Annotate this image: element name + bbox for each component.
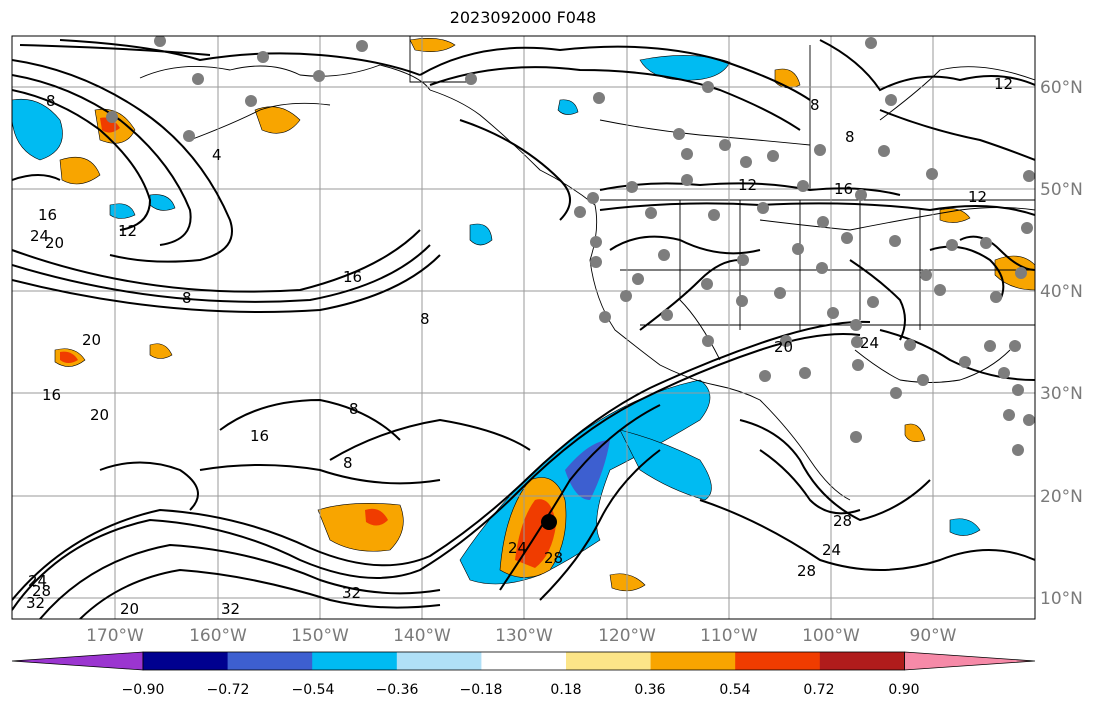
shading-layer	[12, 38, 1035, 592]
colorbar-segment	[312, 652, 398, 670]
lon-label: 110°W	[700, 626, 758, 646]
station-markers	[106, 36, 1035, 456]
lat-label: 60°N	[1040, 78, 1083, 98]
graticule	[12, 36, 1035, 619]
colorbar-segment	[566, 652, 652, 670]
latitude-axis: 60°N 50°N 40°N 30°N 20°N 10°N	[1040, 78, 1083, 609]
contour-label: 8	[810, 96, 820, 114]
contour-label: 20	[82, 331, 101, 349]
lon-label: 170°W	[86, 626, 144, 646]
contour-label: 24	[508, 539, 527, 557]
contour-label: 24	[28, 572, 47, 590]
lon-label: 140°W	[393, 626, 451, 646]
lat-label: 30°N	[1040, 384, 1083, 404]
contour-label: 20	[120, 600, 139, 618]
contour-label: 12	[968, 188, 987, 206]
contour-label: 8	[182, 289, 192, 307]
lat-label: 50°N	[1040, 180, 1083, 200]
colorbar-segment	[735, 652, 821, 670]
contour-label: 28	[32, 582, 51, 600]
contour-label: 28	[544, 549, 563, 567]
contour-label: 32	[342, 584, 361, 602]
contour-label-group: 8 4 16 24 20 12 8 16 12 16 12 8 12 20 16…	[26, 75, 1013, 618]
contour-label: 28	[833, 512, 852, 530]
contour-label: 16	[250, 427, 269, 445]
contour-label: 12	[118, 222, 137, 240]
plot-frame	[11, 35, 1036, 620]
colorbar-label: 0.54	[719, 682, 750, 698]
contour-label: 24	[30, 227, 49, 245]
contour-label: 8	[420, 310, 430, 328]
contour-label: 24	[860, 334, 879, 352]
colorbar-segment	[396, 652, 482, 670]
colorbar-segment	[650, 652, 736, 670]
colorbar-label: −0.72	[207, 682, 250, 698]
contour-label: 20	[90, 406, 109, 424]
colorbar-segment	[227, 652, 313, 670]
contour-label: 16	[42, 386, 61, 404]
storm-center-marker	[541, 514, 557, 530]
lon-label: 150°W	[291, 626, 349, 646]
lat-label: 20°N	[1040, 487, 1083, 507]
colorbar-label: −0.90	[122, 682, 165, 698]
contour-label: 4	[212, 146, 222, 164]
contour-label: 8	[349, 400, 359, 418]
contour-label: 32	[221, 600, 240, 618]
contour-label: 32	[26, 594, 45, 612]
contour-label: 16	[343, 268, 362, 286]
lon-label: 90°W	[910, 626, 957, 646]
colorbar-label: 0.90	[888, 682, 919, 698]
lon-label: 120°W	[598, 626, 656, 646]
longitude-axis: 170°W 160°W 150°W 140°W 130°W 120°W 110°…	[86, 626, 957, 646]
map-title: 2023092000 F048	[449, 8, 597, 27]
colorbar-label: 0.72	[803, 682, 834, 698]
contour-label: 8	[46, 92, 56, 110]
colorbar-segment	[481, 652, 567, 670]
colorbar-segment	[819, 652, 905, 670]
contour-label: 20	[774, 338, 793, 356]
lon-label: 160°W	[189, 626, 247, 646]
lat-label: 40°N	[1040, 282, 1083, 302]
colorbar-extend-min	[11, 651, 144, 671]
colorbar-label: −0.18	[460, 682, 503, 698]
lon-label: 130°W	[495, 626, 553, 646]
contour-label: 8	[845, 128, 855, 146]
contour-label: 12	[994, 75, 1013, 93]
contour-label: 24	[822, 541, 841, 559]
contour-label: 8	[343, 454, 353, 472]
contour-label: 12	[738, 176, 757, 194]
contour-label: 28	[797, 562, 816, 580]
colorbar-label: 0.18	[550, 682, 581, 698]
colorbar-label: −0.54	[292, 682, 335, 698]
colorbar-label: −0.36	[376, 682, 419, 698]
lat-label: 10°N	[1040, 589, 1083, 609]
colorbar-segment	[143, 652, 229, 670]
contour-label: 16	[38, 206, 57, 224]
contour-label: 16	[834, 180, 853, 198]
colorbar-label: 0.36	[634, 682, 665, 698]
colorbar-extend-max	[904, 651, 1036, 671]
colorbar-frame	[142, 651, 905, 671]
colorbar-labels: −0.90 −0.72 −0.54 −0.36 −0.18 0.18 0.36 …	[122, 682, 920, 698]
colorbar	[11, 651, 1036, 671]
contours	[12, 39, 1035, 619]
contour-label: 20	[45, 234, 64, 252]
lon-label: 100°W	[802, 626, 860, 646]
